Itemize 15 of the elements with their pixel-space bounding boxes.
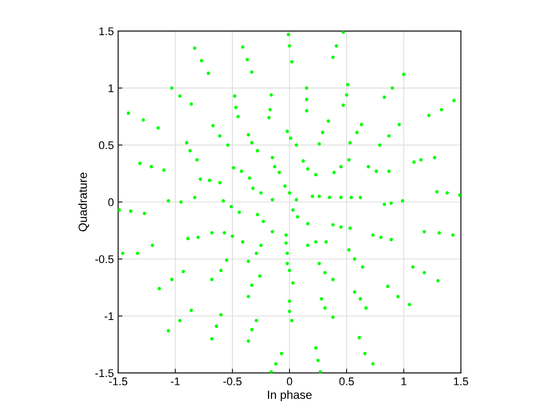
x-tick-label: 0: [286, 377, 292, 386]
x-tick-label: 0.5: [339, 377, 354, 386]
x-tick-label: -1: [170, 378, 180, 386]
x-tick-label: 1: [402, 378, 406, 386]
y-tick-label: 1: [108, 84, 114, 92]
x-axis-title: In phase: [268, 390, 312, 402]
x-tick-label: 1.5: [454, 378, 468, 386]
x-tick-label: -0.5: [223, 377, 242, 386]
y-tick-label: -1: [104, 312, 114, 320]
y-tick-label: 0.5: [98, 141, 114, 150]
y-tick-label: 1.5: [99, 27, 114, 36]
y-tick-label: -1.5: [95, 369, 114, 378]
y-axis-title: Quadrature: [78, 172, 90, 232]
y-tick-label: 0: [108, 198, 114, 206]
y-tick-label: -0.5: [95, 255, 114, 264]
